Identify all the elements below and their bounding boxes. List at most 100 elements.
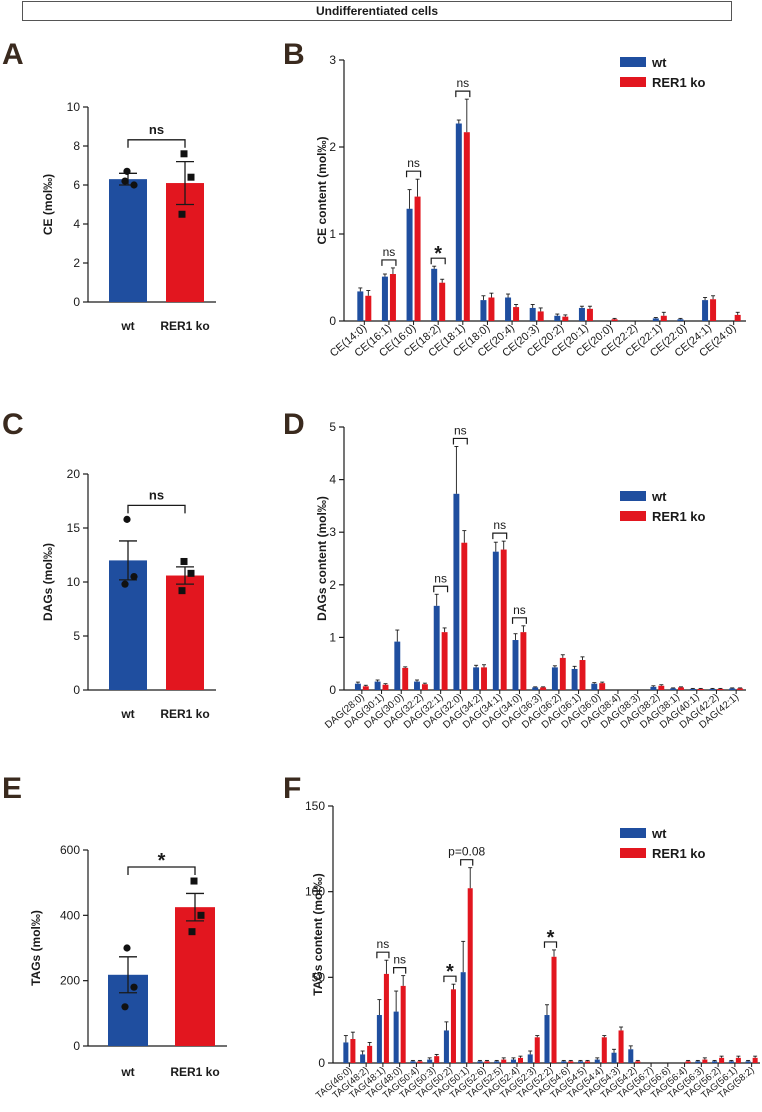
panel-b-bar-ko <box>660 315 667 321</box>
panel-f-bar-ko <box>752 1057 758 1063</box>
panel-f-bar-wt <box>443 1030 449 1063</box>
panel-c-y-tick-label: 0 <box>73 683 80 697</box>
panel-d-y-tick-label: 3 <box>329 525 336 539</box>
panel-c-y-tick-label: 5 <box>73 629 80 643</box>
panel-d-bar-wt <box>453 493 460 690</box>
panel-d-y-tick-label: 1 <box>329 630 336 644</box>
panel-d-bar-ko <box>382 684 389 690</box>
panel-a-y-tick-label: 6 <box>73 178 80 192</box>
panel-b-bar-ko <box>488 297 495 321</box>
panel-c-data-point <box>187 569 195 577</box>
panel-a-data-point <box>187 173 195 181</box>
panel-d-bar-wt <box>354 683 361 690</box>
panel-d-bar-wt <box>729 688 736 690</box>
panel-d-bar-wt <box>670 688 677 690</box>
panel-d-bar-ko <box>421 684 428 690</box>
panel-d-bar-wt <box>551 667 558 690</box>
panel-b-legend-swatch-wt <box>620 57 646 67</box>
panel-d-bar-ko <box>362 686 369 690</box>
panel-e-data-point <box>197 911 205 919</box>
panel-c-y-axis-title: DAGs (mol‰) <box>41 543 55 621</box>
panel-d-significance-bracket <box>452 437 468 445</box>
panel-f-bar-wt <box>745 1061 751 1063</box>
panel-e-bar-ko <box>175 907 215 1046</box>
panel-b-significance-label: * <box>434 243 442 265</box>
panel-d-legend-label: wt <box>651 489 667 504</box>
panel-a-x-tick-label: RER1 ko <box>160 319 209 333</box>
panel-b-significance-label: ns <box>407 156 420 170</box>
panel-e-data-point <box>130 983 138 991</box>
panel-f-bar-wt <box>594 1059 600 1063</box>
panel-a-significance-bracket <box>127 139 186 148</box>
panel-b-y-axis-title: CE content (mol‰) <box>315 137 329 245</box>
panel-f-bar-wt <box>510 1059 516 1063</box>
panel-e-y-tick-label: 200 <box>60 974 80 988</box>
panel-d-legend-swatch-wt <box>620 491 646 501</box>
panel-d-bar-wt <box>709 688 716 690</box>
panel-d-bar-wt <box>394 641 401 690</box>
panel-b-legend-label: RER1 ko <box>652 75 706 90</box>
panel-f-bar-ko <box>501 1059 507 1063</box>
panel-a-y-tick-label: 0 <box>73 295 80 309</box>
panel-f-bar-ko <box>400 985 406 1063</box>
panel-a-data-point <box>180 150 188 158</box>
panel-d-bar-ko <box>579 660 586 690</box>
panel-e-y-tick-label: 0 <box>73 1039 80 1053</box>
panel-f-bar-ko <box>735 1057 741 1063</box>
panel-f-bar-wt <box>393 1011 399 1063</box>
panel-label-a: A <box>2 38 24 71</box>
panel-d-significance-label: ns <box>454 423 467 437</box>
panel-a-bar-wt <box>109 179 147 302</box>
panel-b-significance-bracket <box>381 259 397 266</box>
panel-b-bar-wt <box>578 307 585 321</box>
panel-f-y-tick-label: 0 <box>318 1056 325 1070</box>
panel-e-x-tick-label: RER1 ko <box>170 1065 219 1079</box>
panel-d-significance-bracket <box>492 532 508 540</box>
panel-f-bar-ko <box>635 1061 641 1063</box>
panel-f-bar-ko <box>450 989 456 1063</box>
panel-f-bar-ko <box>568 1061 574 1063</box>
panel-b-bar-wt <box>406 208 413 321</box>
panel-b-bar-wt <box>702 300 709 321</box>
panel-d-significance-label: ns <box>493 518 506 532</box>
panel-b-y-tick-label: 0 <box>329 314 336 328</box>
panel-f-legend-label: wt <box>651 826 667 841</box>
panel-e-data-point <box>190 877 198 885</box>
panel-d-bar-ko <box>540 687 547 690</box>
panel-b-bar-wt <box>529 307 536 321</box>
panel-d-bar-ko <box>658 685 665 690</box>
panel-f-significance-bracket <box>543 941 558 948</box>
panel-a-data-point <box>121 177 129 185</box>
panel-b-bar-ko <box>414 196 421 321</box>
panel-f-significance-label: p=0.08 <box>448 845 485 859</box>
panel-d-bar-ko <box>697 688 704 690</box>
panel-d-bar-ko <box>717 688 724 690</box>
panel-b-bar-ko <box>611 319 618 321</box>
panel-f-bar-ko <box>618 1030 624 1063</box>
panel-b-legend-swatch-ko <box>620 77 646 87</box>
panel-d-bar-wt <box>433 605 440 690</box>
panel-f-bar-ko <box>484 1061 490 1063</box>
panel-d-y-tick-label: 0 <box>329 683 336 697</box>
panel-d-bar-ko <box>500 549 507 690</box>
panel-a-y-tick-label: 2 <box>73 256 80 270</box>
panel-d-bar-wt <box>492 551 499 690</box>
panel-d-bar-ko <box>402 667 409 690</box>
panel-d-bar-wt <box>591 683 598 690</box>
panel-d-y-axis-title: DAGs content (mol‰) <box>315 496 329 621</box>
panel-label-d: D <box>283 408 305 441</box>
panel-f-bar-wt <box>695 1061 701 1063</box>
panel-b-bar-wt <box>357 291 364 321</box>
panel-b-bar-wt <box>431 268 438 321</box>
panel-c-bar-wt <box>109 560 147 690</box>
panel-a-y-axis-title: CE (mol‰) <box>41 174 55 235</box>
panel-b-bar-ko <box>513 307 520 321</box>
panel-c-data-point <box>180 557 188 565</box>
panel-b-bar-wt <box>677 319 684 321</box>
panel-f-bar-wt <box>460 972 466 1063</box>
panel-c-y-tick-label: 10 <box>67 575 81 589</box>
panel-d-bar-wt <box>473 667 480 690</box>
panel-d-bar-wt <box>689 688 696 690</box>
panel-f-bar-ko <box>534 1037 540 1063</box>
panel-label-f: F <box>283 772 302 805</box>
